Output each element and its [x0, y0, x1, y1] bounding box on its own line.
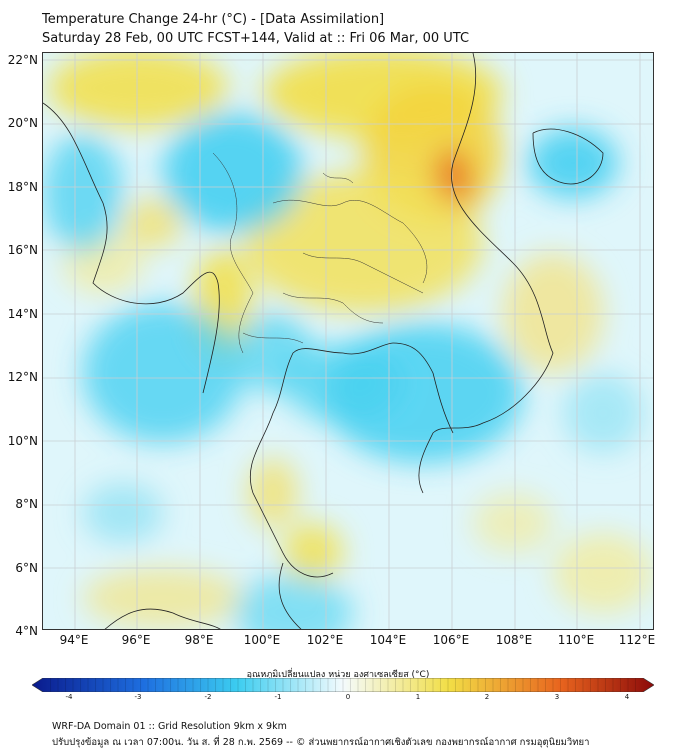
colorbar-tick: 4 [624, 693, 630, 701]
lat-label: 6°N [15, 561, 38, 575]
temperature-change-map [42, 52, 654, 630]
map-subtitle: Saturday 28 Feb, 00 UTC FCST+144, Valid … [42, 31, 470, 46]
lon-label: 100°E [243, 633, 281, 647]
lon-label: 96°E [121, 633, 151, 647]
lon-label: 102°E [306, 633, 344, 647]
lon-label: 108°E [495, 633, 533, 647]
lon-label: 104°E [369, 633, 407, 647]
lon-label: 110°E [557, 633, 595, 647]
coastlines [43, 53, 604, 629]
lat-label: 4°N [15, 624, 38, 638]
map-title: Temperature Change 24-hr (°C) - [Data As… [42, 12, 385, 27]
colorbar-tick: 0 [345, 693, 351, 701]
lon-label: 112°E [618, 633, 656, 647]
colorbar-tick: -3 [134, 693, 142, 701]
colorbar-title: อุณหภูมิเปลี่ยนแปลง หน่วย องศาเซลเซียส (… [246, 670, 430, 680]
colorbar-tick: 2 [484, 693, 490, 701]
admin-boundaries [212, 152, 428, 354]
lat-label: 16°N [7, 243, 38, 257]
colorbar-tick: -1 [274, 693, 282, 701]
lon-label: 106°E [432, 633, 470, 647]
map-canvas [43, 53, 653, 629]
lat-label: 8°N [15, 497, 38, 511]
lat-label: 12°N [7, 370, 38, 384]
lat-label: 20°N [7, 116, 38, 130]
lon-label: 94°E [59, 633, 89, 647]
footer-update-credit: ปรับปรุงข้อมูล ณ เวลา 07:00น. วัน ส. ที่… [52, 737, 590, 748]
colorbar-fill [32, 678, 654, 692]
colorbar-tick: -2 [204, 693, 212, 701]
footer-model-info: WRF-DA Domain 01 :: Grid Resolution 9km … [52, 721, 287, 732]
lat-label: 10°N [7, 434, 38, 448]
lat-label: 22°N [7, 53, 38, 67]
map-gridlines [43, 53, 653, 629]
lat-label: 18°N [7, 180, 38, 194]
colorbar-tick: -4 [65, 693, 73, 701]
lon-label: 98°E [184, 633, 214, 647]
colorbar-tick: 1 [415, 693, 421, 701]
colorbar [32, 678, 654, 692]
temperature-field [43, 53, 653, 629]
colorbar-tick: 3 [554, 693, 560, 701]
lat-label: 14°N [7, 307, 38, 321]
